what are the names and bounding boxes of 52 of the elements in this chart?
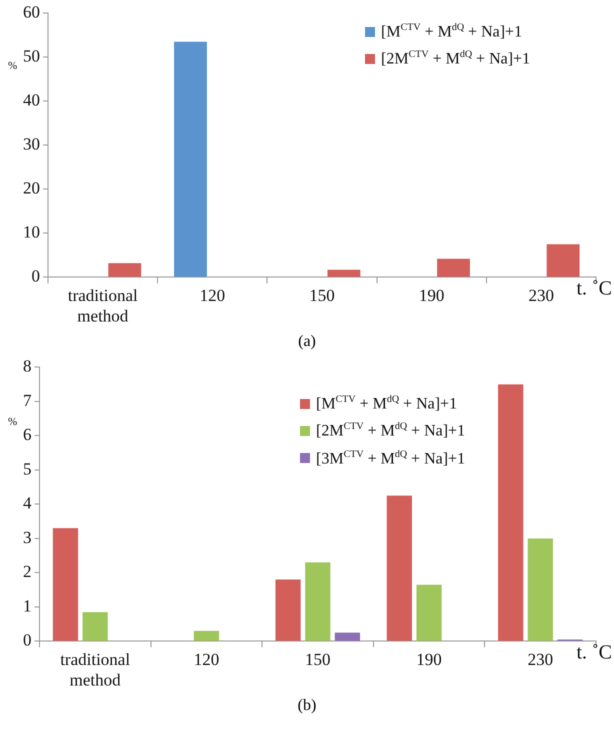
x-tick-label: 230: [528, 650, 554, 669]
y-tick-label: 60: [23, 2, 40, 22]
y-tick-label: 30: [23, 134, 40, 154]
x-tick-label: 150: [309, 286, 335, 305]
text: (a): [297, 332, 317, 352]
x-tick-label: 190: [418, 286, 444, 305]
bar: [437, 258, 470, 277]
x-tick-label: traditional method: [68, 286, 138, 326]
y-axis-title: %: [8, 60, 18, 72]
x-tick-label: 230: [528, 286, 554, 305]
bar: [108, 263, 142, 277]
bar: [327, 270, 360, 277]
x-axis-title: t. ˚C: [576, 277, 612, 300]
y-tick-label: 0: [23, 630, 32, 650]
y-tick-label: 40: [23, 90, 40, 110]
y-tick-label: 8: [23, 356, 32, 376]
y-tick-label: 1: [23, 596, 32, 616]
bar: [528, 538, 553, 641]
legend-label: [3M$^{CTV}$ + M$^{dQ}$ + Na]+1: [316, 448, 466, 468]
bar: [386, 496, 412, 641]
bar: [275, 580, 301, 641]
y-tick-label: 10: [23, 222, 40, 242]
y-tick-label: 50: [23, 46, 40, 66]
x-tick-label: 120: [194, 650, 220, 669]
bar: [334, 632, 360, 641]
text: (b): [296, 696, 318, 716]
bar: [52, 528, 78, 641]
y-tick-label: 0: [32, 266, 40, 286]
bar: [174, 42, 207, 277]
bar: [194, 630, 220, 641]
x-tick-label: 190: [416, 650, 442, 669]
y-tick-label: 7: [23, 390, 32, 410]
y-tick-label: 20: [23, 178, 40, 198]
x-axis-title: t. ˚C: [576, 641, 612, 664]
x-tick-label: 150: [305, 650, 330, 669]
y-tick-label: 5: [23, 459, 32, 478]
x-tick-label: traditional method: [60, 650, 130, 690]
legend-label: [M$^{CTV}$ + M$^{dQ}$ + Na]+1: [316, 394, 458, 414]
legend-label: [M$^{CTV}$ + M$^{dQ}$ + Na]+1: [381, 22, 522, 42]
legend-label: [2M$^{CTV}$ + M$^{dQ}$ + Na]+1: [381, 49, 530, 69]
bar: [82, 612, 108, 641]
x-tick-label: 120: [200, 286, 226, 305]
y-tick-label: 2: [23, 562, 32, 582]
y-axis-title: %: [8, 416, 18, 428]
bar: [305, 562, 330, 641]
y-tick-label: 6: [23, 425, 32, 444]
y-tick-label: 4: [23, 494, 32, 513]
bar: [546, 244, 580, 277]
bar: [416, 584, 442, 641]
legend-label: [2M$^{CTV}$ + M$^{dQ}$ + Na]+1: [316, 421, 466, 441]
bar: [498, 384, 524, 641]
y-tick-label: 3: [23, 528, 32, 547]
